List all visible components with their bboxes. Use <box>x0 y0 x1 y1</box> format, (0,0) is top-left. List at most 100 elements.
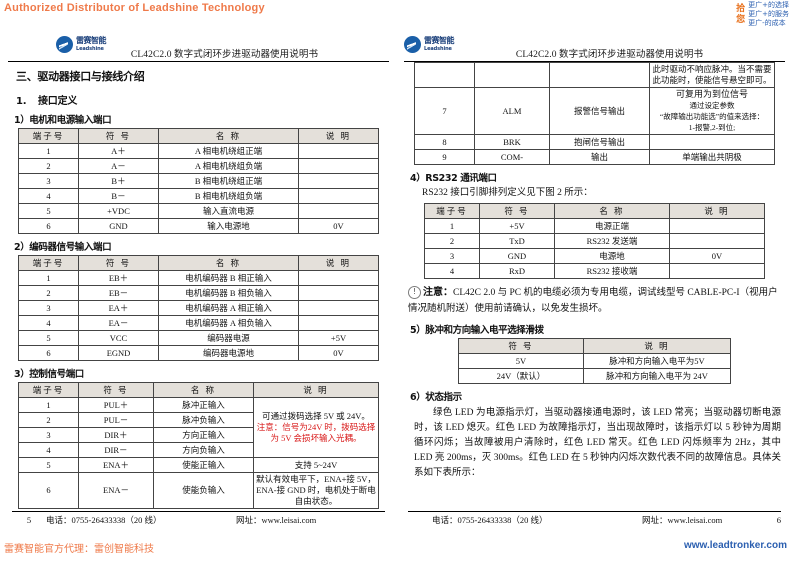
table-cell: 抱闸信号输出 <box>549 134 650 150</box>
table-cell <box>298 203 379 219</box>
table-row: 3 EA＋ 电机编码器 A 相正输入 <box>18 300 379 316</box>
column-header: 符 号 <box>78 128 159 144</box>
table-cell <box>669 218 765 234</box>
table-cell: 1 <box>424 218 480 234</box>
leadshine-logo: 雷赛智能 Leadshine <box>56 35 107 53</box>
footer-url-value-left[interactable]: www.leisai.com <box>261 515 317 525</box>
note-red-warning: 注意：信号为24V 时，拨码选择为 5V 会损坏输入光耦。 <box>256 422 376 443</box>
table-cell: ALM <box>474 87 550 135</box>
distributor-text: Authorized Distributor of Leadshine Tech… <box>4 2 265 14</box>
table-row: 6 ENA－ 使能负输入 默认有效电平下，ENA+接 5V，ENA-接 GND 时，电… <box>18 472 379 509</box>
logo-cn-text: 雷赛智能 <box>76 35 107 45</box>
table-row: 4 RxD RS232 接收端 <box>424 263 765 279</box>
column-header: 说 明 <box>669 203 765 219</box>
table-cell <box>298 270 379 286</box>
header-rule-left <box>8 61 389 62</box>
table-row: 24V（默认） 脉冲和方向输入电平为 24V <box>458 368 731 384</box>
table-cell: 编码器电源 <box>158 330 299 346</box>
table-cell <box>298 315 379 331</box>
table3-title: 3）控制信号端口 <box>14 369 84 380</box>
promo-lines: 更广+的选择 更广+的服务 更广-的成本 <box>748 1 789 28</box>
column-header: 名 称 <box>158 255 299 271</box>
footer-row-left: 5 电话：0755-26433338（20 线） 网址：www.leisai.c… <box>12 514 385 526</box>
logo-cn-text-right: 雷赛智能 <box>424 35 455 45</box>
table-header-row: 端子号符 号名 称说 明 <box>18 255 379 271</box>
column-header: 说 明 <box>583 338 731 354</box>
control-signal-table: 端子号符 号名 称说 明 1 PUL＋ 脉冲正输入 可通过拨码选择 5V 或 24V。注… <box>18 382 379 509</box>
table-row: 2 EB－ 电机编码器 B 相负输入 <box>18 285 379 301</box>
note-lead-label: 注意： <box>423 287 453 298</box>
table-cell: 脉冲和方向输入电平为5V <box>583 353 731 369</box>
table-cell: 方向负输入 <box>153 442 254 458</box>
table-cell: 9 <box>414 149 475 165</box>
table-cell: B＋ <box>78 173 159 189</box>
column-header: 符 号 <box>78 382 154 398</box>
column-header: 说 明 <box>253 382 379 398</box>
alm-note-line: 1-报警,2-到位; <box>688 123 736 132</box>
header-rule-right <box>404 61 785 62</box>
table-cell <box>669 233 765 249</box>
table-cell: 3 <box>18 300 79 316</box>
footer-row-right: 电话：0755-26433338（20 线） 网址：www.leisai.com… <box>408 514 781 526</box>
column-header: 名 称 <box>158 128 299 144</box>
table-cell: B 相电机绕组正端 <box>158 173 299 189</box>
table-cell: 4 <box>18 188 79 204</box>
control-signal-note-1: 可通过拨码选择 5V 或 24V。 注意：信号为24V 时，拨码选择为 5V 会损… <box>253 397 379 458</box>
table-cell: 电源正端 <box>554 218 670 234</box>
document-page-right: 雷赛智能 Leadshine CL42C2.0 数字式闭环步进驱动器使用说明书 … <box>404 34 785 530</box>
table-cell: 电机编码器 B 相负输入 <box>158 285 299 301</box>
column-header: 名 称 <box>153 382 254 398</box>
page-number-left: 5 <box>26 515 32 525</box>
table-cell: +5V <box>479 218 555 234</box>
table-cell <box>298 188 379 204</box>
control-signal-note-2: 支持 5~24V <box>253 457 379 473</box>
table-header-row: 端子号符 号名 称说 明 <box>424 203 765 219</box>
table-row: 4 B－ B 相电机绕组负端 <box>18 188 379 204</box>
table-header-row: 符 号说 明 <box>458 338 731 354</box>
table-cell: 4 <box>18 315 79 331</box>
footer-url-right: 网址：www.leisai.com <box>642 514 751 526</box>
table-cell: DIR＋ <box>78 427 154 443</box>
table-row: 2 TxD RS232 发送端 <box>424 233 765 249</box>
table-cell: GND <box>78 218 159 234</box>
status-indication-paragraph: 绿色 LED 为电源指示灯，当驱动器接通电源时，该 LED 常亮；当驱动器切断电… <box>414 408 781 478</box>
table-row: 此时驱动不响应脉冲。当不需要此功能时，使能信号悬空即可。 <box>414 62 775 88</box>
table-cell: 5 <box>18 330 79 346</box>
page-header-right: 雷赛智能 Leadshine CL42C2.0 数字式闭环步进驱动器使用说明书 <box>404 34 785 62</box>
promo-big-chars: 拾 您 <box>736 4 745 26</box>
subsection-label: 接口定义 <box>38 96 78 107</box>
table-row: 3 GND 电源地 0V <box>424 248 765 264</box>
table-cell: 6 <box>18 472 79 509</box>
table-header-row: 端子号符 号名 称说 明 <box>18 382 379 398</box>
control-signal-note-3: 默认有效电平下，ENA+接 5V，ENA-接 GND 时，电机处于断电自由状态。 <box>253 472 379 509</box>
column-header: 端子号 <box>18 128 79 144</box>
table-cell: 4 <box>18 442 79 458</box>
table-cell: 脉冲负输入 <box>153 412 254 428</box>
encoder-signal-input-table: 端子号符 号名 称说 明 1 EB＋ 电机编码器 B 相正输入 2 EB－ 电机编码器 B … <box>18 255 379 361</box>
table-cell: +5V <box>298 330 379 346</box>
footer-url-value-right[interactable]: www.leisai.com <box>667 515 723 525</box>
agent-website[interactable]: www.leadtronker.com <box>684 540 787 551</box>
document-page-left: 雷赛智能 Leadshine CL42C2.0 数字式闭环步进驱动器使用说明书 … <box>8 34 389 530</box>
table-cell: 24V（默认） <box>458 368 584 384</box>
table-cell: 2 <box>424 233 480 249</box>
table-cell <box>298 173 379 189</box>
section-title: 三、驱动器接口与接线介绍 <box>16 70 145 83</box>
footer-url-label-right: 网址： <box>642 515 668 525</box>
table-cell: EA－ <box>78 315 159 331</box>
table-cell: A－ <box>78 158 159 174</box>
table-cell: B－ <box>78 188 159 204</box>
table-cell <box>669 263 765 279</box>
leadshine-logo-icon-right <box>404 36 421 53</box>
table-cell: +VDC <box>78 203 159 219</box>
note-body-text: CL42C 2.0 与 PC 机的电缆必须为专用电缆，调试线型号 CABLE-P… <box>408 288 778 314</box>
table-cell: 电机编码器 A 相正输入 <box>158 300 299 316</box>
table-cell: RxD <box>479 263 555 279</box>
table-cell: EB－ <box>78 285 159 301</box>
table-cell: 1 <box>18 143 79 159</box>
page-number-right: 6 <box>776 515 781 525</box>
leadshine-logo-text-right: 雷赛智能 Leadshine <box>424 35 455 53</box>
table4-title: 4）RS232 通讯端口 <box>410 173 497 184</box>
table-row: 6 EGND 编码器电源地 0V <box>18 345 379 361</box>
table-row: 6 GND 输入电源地 0V <box>18 218 379 234</box>
